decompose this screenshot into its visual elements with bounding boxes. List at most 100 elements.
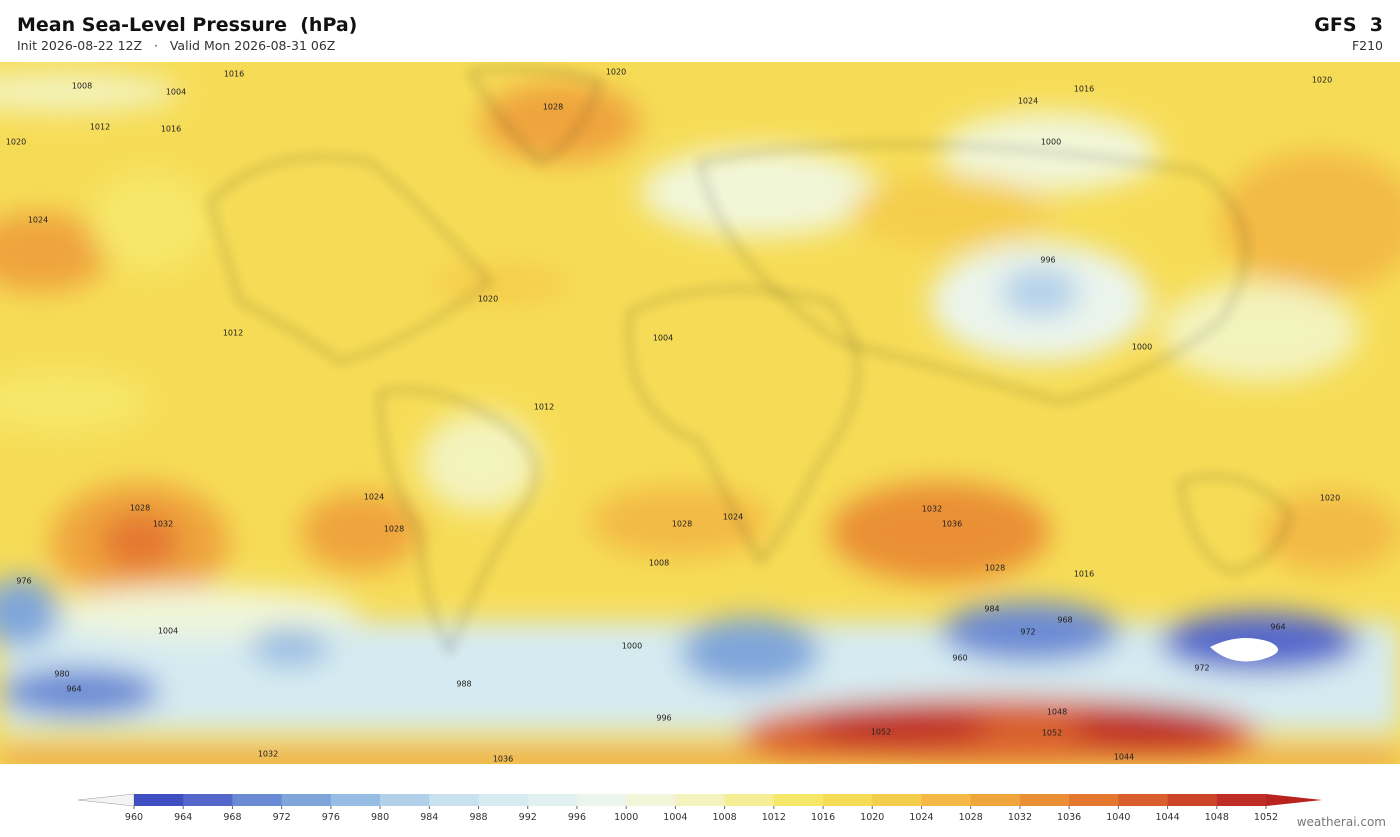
contour-label: 1020: [1312, 76, 1332, 85]
colorbar-bin: [823, 794, 873, 806]
contour-label: 1012: [223, 329, 243, 338]
colorbar-bin: [429, 794, 480, 806]
colorbar-bin: [724, 794, 775, 806]
contour-label: 1028: [384, 525, 404, 534]
colorbar-tick-label: 968: [223, 812, 241, 823]
contour-label: 1016: [161, 125, 181, 134]
contour-label: 976: [16, 577, 31, 586]
colorbar-bin: [1167, 794, 1218, 806]
contour-labels: 1016 1020 1008 1004 1028 1024 1012 1020 1016 1000…: [6, 68, 1340, 764]
contour-label: 1004: [653, 334, 673, 343]
contour-label: 1004: [166, 88, 186, 97]
colorbar-tick-label: 964: [174, 812, 192, 823]
contour-label: 1008: [72, 82, 92, 91]
colorbar-bin: [527, 794, 578, 806]
contour-label: 1028: [672, 520, 692, 529]
colorbar-tick-label: 1036: [1057, 812, 1081, 823]
contour-label: 1000: [1132, 343, 1152, 352]
colorbar-tick-label: 1016: [811, 812, 835, 823]
contour-label: 996: [1040, 256, 1055, 265]
contour-label: 1020: [478, 295, 498, 304]
colorbar-tick-label: 988: [469, 812, 487, 823]
colorbar-tick-label: 1040: [1106, 812, 1130, 823]
colorbar-tick-label: 996: [568, 812, 586, 823]
colorbar-tick-label: 1052: [1254, 812, 1278, 823]
contour-label: 1036: [493, 755, 513, 764]
contour-label: 964: [66, 685, 81, 694]
model: GFS 3: [1314, 14, 1383, 36]
contour-label: 980: [54, 670, 69, 679]
colorbar-bin: [478, 794, 529, 806]
colorbar-tick-label: 984: [420, 812, 438, 823]
contour-label: 968: [1057, 616, 1072, 625]
contour-label: 972: [1020, 628, 1035, 637]
contour-label: 988: [456, 680, 471, 689]
colorbar: 960 964 968 972 976 980 984 988 992 996 1000 1004 10…: [77, 793, 1322, 823]
colorbar-bin: [281, 794, 332, 806]
colorbar-extend-under: [77, 793, 135, 807]
credit: weatherai.com: [1296, 815, 1386, 829]
contour-label: 984: [984, 605, 999, 614]
colorbar-tick-label: 1008: [713, 812, 737, 823]
contour-label: 1016: [1074, 85, 1094, 94]
colorbar-tick-label: 976: [322, 812, 340, 823]
contour-label: 996: [656, 714, 671, 723]
colorbar-tick-label: 1004: [663, 812, 687, 823]
contour-label: 1008: [649, 559, 669, 568]
colorbar-tick-label: 972: [273, 812, 291, 823]
contour-label: 1028: [130, 504, 150, 513]
colorbar-bin: [872, 794, 922, 806]
contour-label: 1004: [158, 627, 178, 636]
colorbar-bin: [380, 794, 430, 806]
contour-label: 1000: [622, 642, 642, 651]
contour-label: 1020: [1320, 494, 1340, 503]
colorbar-tick-label: 1024: [909, 812, 933, 823]
contour-label: 1052: [871, 728, 891, 737]
contour-label: 1028: [985, 564, 1005, 573]
contour-label: 964: [1270, 623, 1285, 632]
colorbar-tick-label: 1020: [860, 812, 884, 823]
colorbar-bin: [773, 794, 824, 806]
colorbar-bin: [1019, 794, 1070, 806]
colorbar-bin: [1069, 794, 1119, 806]
colorbar-tick-label: 1012: [762, 812, 786, 823]
contour-label: 1032: [922, 505, 942, 514]
colorbar-tick-label: 1000: [614, 812, 638, 823]
contour-label: 1020: [606, 68, 626, 77]
subtitle: Init 2026-08-22 12Z · Valid Mon 2026-08-…: [17, 38, 336, 53]
contour-label: 1048: [1047, 708, 1067, 717]
colorbar-bin: [1118, 794, 1169, 806]
contour-label: 1036: [942, 520, 962, 529]
contour-label: 972: [1194, 664, 1209, 673]
contour-label: 1032: [258, 750, 278, 759]
missing-data: [1210, 638, 1278, 662]
colorbar-tick-label: 960: [125, 812, 143, 823]
title: Mean Sea-Level Pressure (hPa): [17, 14, 358, 36]
colorbar-tick-label: 1032: [1008, 812, 1032, 823]
colorbar-bin: [675, 794, 726, 806]
contour-label: 1016: [224, 70, 244, 79]
contour-label: 960: [952, 654, 967, 663]
colorbar-bin: [134, 794, 184, 806]
pressure-field: [0, 72, 1400, 764]
colorbar-tick-label: 1028: [959, 812, 983, 823]
colorbar-tick-label: 980: [371, 812, 389, 823]
forecast-hour: F210: [1351, 38, 1383, 53]
contour-label: 1024: [28, 216, 48, 225]
map: 1016 1020 1008 1004 1028 1024 1012 1020 1016 1000…: [0, 62, 1400, 764]
colorbar-tick-label: 1048: [1205, 812, 1229, 823]
colorbar-bin: [626, 794, 676, 806]
contour-label: 1024: [723, 513, 743, 522]
contour-label: 1028: [543, 103, 563, 112]
colorbar-tick-label: 1044: [1155, 812, 1179, 823]
colorbar-bin: [576, 794, 627, 806]
contour-label: 1024: [364, 493, 384, 502]
coastlines: [209, 68, 1291, 654]
colorbar-bin: [1216, 794, 1267, 806]
contour-label: 1012: [534, 403, 554, 412]
contour-label: 1044: [1114, 753, 1134, 762]
contour-label: 1012: [90, 123, 110, 132]
colorbar-bin: [183, 794, 233, 806]
colorbar-extend-over: [1266, 794, 1322, 806]
